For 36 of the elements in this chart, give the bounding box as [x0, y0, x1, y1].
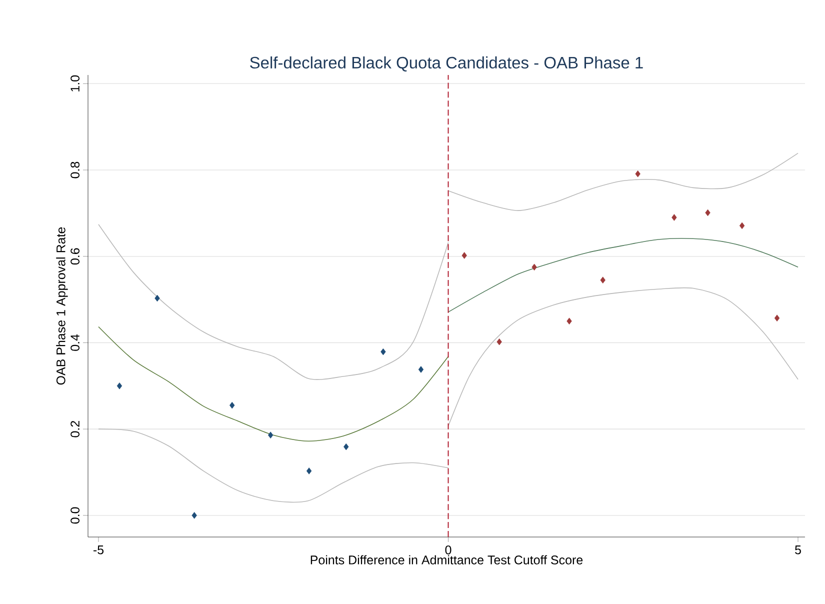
y-tick-label: 0.0 [70, 507, 80, 524]
point [154, 294, 160, 302]
point [418, 366, 424, 373]
point [462, 252, 467, 259]
y-tick-label: 0.8 [70, 162, 80, 178]
point [705, 209, 710, 216]
point [532, 264, 537, 271]
point [380, 348, 386, 356]
point [739, 222, 745, 230]
x-axis-title: Points Difference in Admittance Test Cutoff Score [310, 555, 583, 564]
point [116, 382, 122, 390]
y-axis-title: OAB Phase 1 Approval Rate [56, 227, 68, 385]
y-tick-label: 1.0 [70, 75, 80, 92]
point [306, 468, 312, 474]
point [600, 276, 606, 284]
line-series [98, 224, 449, 380]
line-series [448, 152, 798, 211]
point [230, 402, 235, 409]
x-tick-label: -5 [93, 546, 104, 554]
point [774, 314, 780, 322]
line-series [448, 287, 798, 426]
y-tick-label: 0.4 [70, 334, 80, 351]
point [496, 338, 502, 346]
chart-title: Self-declared Black Quota Candidates - OAB Phase 1 [250, 56, 643, 72]
x-tick-label: 0 [445, 546, 452, 554]
y-tick-label: 0.6 [70, 248, 80, 265]
point [344, 443, 349, 450]
line-series [98, 326, 449, 442]
y-tick-label: 0.2 [70, 420, 80, 438]
point [566, 318, 572, 324]
point [268, 432, 274, 438]
point [192, 512, 197, 519]
point [635, 170, 640, 178]
point [672, 214, 677, 221]
line-series [448, 238, 798, 312]
x-tick-label: 5 [795, 546, 801, 554]
